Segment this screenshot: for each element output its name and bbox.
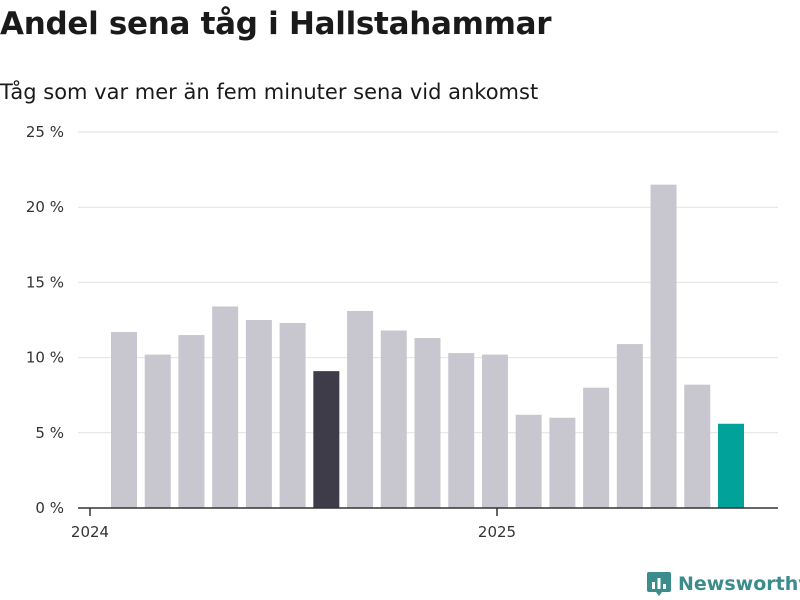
brand-logo: Newsworthy: [646, 570, 800, 598]
bar: [650, 184, 677, 508]
bar: [245, 320, 272, 508]
bar: [313, 371, 340, 508]
bar: [212, 306, 239, 508]
y-tick-label: 5 %: [35, 424, 64, 442]
y-tick-label: 25 %: [26, 123, 64, 141]
bar: [583, 387, 610, 508]
bar: [481, 354, 508, 508]
chart-title: Andel sena tåg i Hallstahammar: [0, 6, 552, 42]
brand-name: Newsworthy: [678, 573, 800, 595]
bar: [144, 354, 171, 508]
chart-subtitle: Tåg som var mer än fem minuter sena vid …: [0, 80, 539, 104]
bar-chart: 0 % 5 % 10 % 15 % 20 % 25 % 2024 2025: [26, 123, 778, 541]
newsworthy-logo-icon: [647, 572, 671, 596]
bar: [279, 323, 306, 508]
bar: [515, 414, 542, 508]
bar: [414, 338, 441, 508]
bar: [549, 417, 576, 508]
y-tick-label: 0 %: [35, 499, 64, 517]
bars: [111, 184, 744, 508]
axes: 0 % 5 % 10 % 15 % 20 % 25 % 2024 2025: [26, 123, 778, 541]
bar: [178, 335, 205, 508]
bar: [111, 332, 137, 508]
y-tick-label: 10 %: [26, 349, 64, 367]
bar: [718, 423, 744, 508]
y-tick-label: 20 %: [26, 198, 64, 216]
bar: [448, 353, 475, 508]
bar: [616, 344, 643, 508]
bar: [347, 310, 374, 508]
y-tick-label: 15 %: [26, 273, 64, 291]
bar: [684, 384, 711, 508]
x-tick-label: 2024: [71, 523, 109, 541]
x-tick-label: 2025: [478, 523, 516, 541]
bar: [380, 330, 407, 508]
